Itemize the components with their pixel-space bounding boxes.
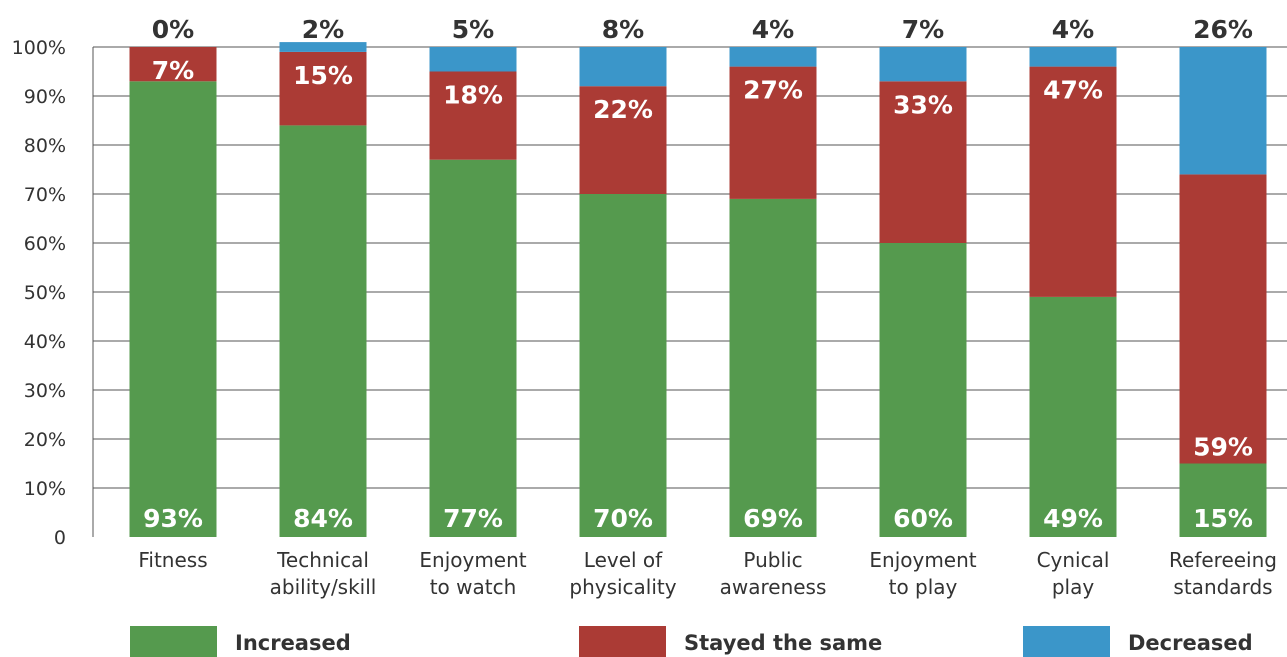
y-tick-label: 30%: [24, 380, 66, 402]
x-category-label: play: [1052, 575, 1095, 599]
x-category-label: ability/skill: [270, 575, 377, 599]
legend-swatch-decreased: [1023, 626, 1110, 657]
data-label-increased: 77%: [443, 504, 503, 533]
x-category-label: Technical: [276, 548, 369, 572]
legend-label-decreased: Decreased: [1128, 631, 1253, 655]
x-category-label: Public: [743, 548, 802, 572]
data-label-increased: 70%: [593, 504, 653, 533]
bar-segment-stayed-the-same: [579, 86, 667, 194]
bar-segment-decreased: [579, 47, 667, 87]
data-label-decreased: 0%: [152, 15, 194, 44]
bar-segment-increased: [1179, 463, 1267, 537]
bar-segment-stayed-the-same: [879, 81, 967, 243]
bar-segment-decreased: [1179, 47, 1267, 175]
x-category-label: to play: [889, 575, 958, 599]
data-label-decreased: 8%: [602, 15, 644, 44]
data-label-decreased: 4%: [752, 15, 794, 44]
legend-swatch-increased: [130, 626, 217, 657]
data-label-stayed: 15%: [293, 61, 353, 90]
data-label-decreased: 26%: [1193, 15, 1253, 44]
data-label-increased: 69%: [743, 504, 803, 533]
data-label-increased: 60%: [893, 504, 953, 533]
y-tick-label: 100%: [12, 37, 66, 59]
data-label-increased: 93%: [143, 504, 203, 533]
bar-segment-decreased: [1029, 47, 1117, 67]
data-label-increased: 49%: [1043, 504, 1103, 533]
legend-item-stayed: Stayed the same: [579, 626, 882, 657]
bar-segment-increased: [1029, 296, 1117, 537]
bar-segment-decreased: [279, 42, 367, 52]
bar-segment-decreased: [729, 47, 817, 67]
data-label-decreased: 7%: [902, 15, 944, 44]
y-tick-label: 10%: [24, 478, 66, 500]
y-tick-label: 40%: [24, 331, 66, 353]
x-category-label: Level of: [584, 548, 663, 572]
y-tick-label: 50%: [24, 282, 66, 304]
bar-segment-increased: [429, 159, 517, 537]
bar-segment-stayed-the-same: [1029, 66, 1117, 297]
bar-segment-increased: [579, 194, 667, 537]
x-category-label: standards: [1173, 575, 1272, 599]
data-label-decreased: 5%: [452, 15, 494, 44]
y-tick-label: 0: [54, 527, 66, 549]
data-label-stayed: 18%: [443, 81, 503, 110]
x-category-label: awareness: [720, 575, 827, 599]
y-tick-label: 70%: [24, 184, 66, 206]
y-tick-label: 60%: [24, 233, 66, 255]
data-label-stayed: 33%: [893, 90, 953, 119]
x-category-label: Cynical: [1037, 548, 1110, 572]
y-tick-label: 90%: [24, 86, 66, 108]
y-tick-label: 80%: [24, 135, 66, 157]
x-category-label: physicality: [569, 575, 676, 599]
x-category-label: to watch: [430, 575, 517, 599]
bar-segment-increased: [129, 81, 217, 538]
data-label-stayed: 59%: [1193, 433, 1253, 462]
x-category-label: Refereeing: [1169, 548, 1277, 572]
y-tick-label: 20%: [24, 429, 66, 451]
x-category-label: Fitness: [138, 548, 207, 572]
bar-segment-stayed-the-same: [1179, 174, 1267, 464]
legend-label-stayed: Stayed the same: [684, 631, 883, 655]
legend-swatch-stayed: [579, 626, 666, 657]
data-label-decreased: 4%: [1052, 15, 1094, 44]
data-label-stayed: 22%: [593, 95, 653, 124]
bar-segment-increased: [729, 198, 817, 537]
data-label-stayed: 7%: [152, 56, 194, 85]
x-category-label: Enjoyment: [869, 548, 976, 572]
stacked-bar-chart: 0 10% 20% 30% 40% 50% 60% 70% 80% 90% 100% 93% 7% 0% F…: [12, 15, 1287, 599]
bar-segment-stayed-the-same: [279, 51, 367, 126]
data-label-increased: 15%: [1193, 504, 1253, 533]
bar-segment-stayed-the-same: [129, 47, 217, 82]
data-label-increased: 84%: [293, 504, 353, 533]
data-label-decreased: 2%: [302, 15, 344, 44]
bar-segment-increased: [879, 243, 967, 537]
bar-segment-increased: [279, 125, 367, 538]
legend-item-decreased: Decreased: [1023, 626, 1253, 657]
bar-segment-stayed-the-same: [429, 71, 517, 160]
data-label-stayed: 47%: [1043, 76, 1103, 105]
legend-label-increased: Increased: [235, 631, 351, 655]
bar-segment-decreased: [879, 47, 967, 82]
bar-segment-decreased: [429, 47, 517, 72]
bar-segment-stayed-the-same: [729, 66, 817, 199]
legend-item-increased: Increased: [130, 626, 351, 657]
data-label-stayed: 27%: [743, 76, 803, 105]
x-category-label: Enjoyment: [419, 548, 526, 572]
